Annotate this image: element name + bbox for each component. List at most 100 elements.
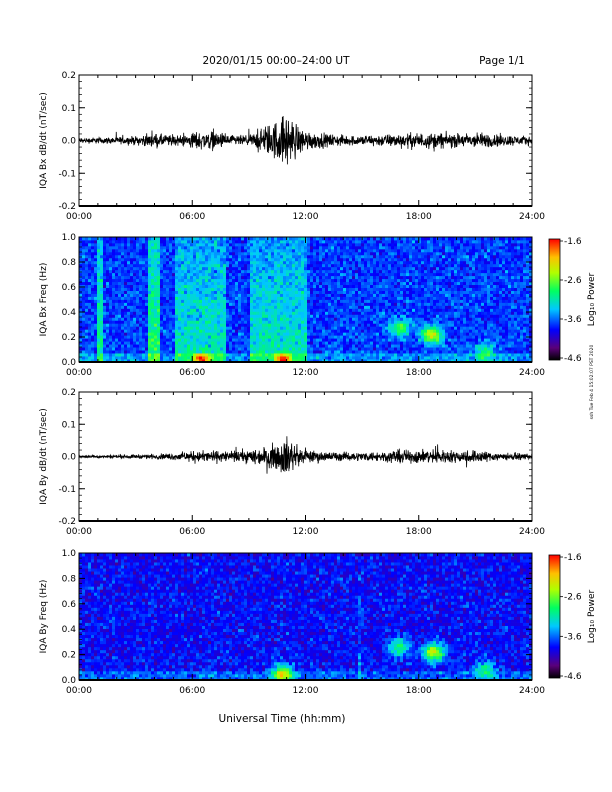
spectrogram-cell: [196, 288, 199, 291]
spectrogram-cell: [313, 326, 316, 329]
spectrogram-cell: [412, 329, 415, 332]
spectrogram-cell: [187, 305, 190, 308]
spectrogram-cell: [358, 320, 361, 323]
spectrogram-cell: [148, 261, 151, 264]
spectrogram-cell: [205, 246, 208, 249]
spectrogram-cell: [292, 294, 295, 297]
spectrogram-cell: [340, 264, 343, 267]
spectrogram-cell: [301, 294, 304, 297]
spectrogram-cell: [244, 285, 247, 288]
spectrogram-cell: [121, 320, 124, 323]
spectrogram-cell: [370, 294, 373, 297]
spectrogram-cell: [115, 329, 118, 332]
spectrogram-cell: [340, 314, 343, 317]
spectrogram-cell: [349, 282, 352, 285]
spectrogram-cell: [106, 311, 109, 314]
spectrogram-cell: [157, 255, 160, 258]
spectrogram-cell: [250, 317, 253, 320]
spectrogram-cell: [289, 347, 292, 350]
spectrogram-cell: [238, 329, 241, 332]
spectrogram-cell: [241, 317, 244, 320]
spectrogram-cell: [346, 261, 349, 264]
spectrogram-cell: [94, 246, 97, 249]
spectrogram-cell: [271, 273, 274, 276]
spectrogram-cell: [388, 258, 391, 261]
spectrogram-cell: [379, 332, 382, 335]
spectrogram-cell: [346, 267, 349, 270]
spectrogram-cell: [160, 237, 163, 240]
spectrogram-cell: [268, 270, 271, 273]
spectrogram-cell: [370, 279, 373, 282]
spectrogram-cell: [346, 320, 349, 323]
spectrogram-cell: [298, 305, 301, 308]
spectrogram-cell: [310, 311, 313, 314]
spectrogram-cell: [292, 300, 295, 303]
spectrogram-cell: [181, 329, 184, 332]
spectrogram-cell: [355, 264, 358, 267]
spectrogram-cell: [244, 273, 247, 276]
spectrogram-cell: [298, 344, 301, 347]
spectrogram-cell: [247, 291, 250, 294]
spectrogram-cell: [106, 288, 109, 291]
spectrogram-cell: [142, 305, 145, 308]
spectrogram-cell: [319, 249, 322, 252]
spectrogram-cell: [118, 320, 121, 323]
spectrogram-cell: [391, 276, 394, 279]
spectrogram-cell: [370, 350, 373, 353]
spectrogram-cell: [331, 338, 334, 341]
spectrogram-cell: [352, 282, 355, 285]
spectrogram-cell: [331, 249, 334, 252]
spectrogram-cell: [259, 288, 262, 291]
spectrogram-cell: [388, 297, 391, 300]
spectrogram-cell: [274, 240, 277, 243]
spectrogram-cell: [151, 323, 154, 326]
spectrogram-cell: [100, 326, 103, 329]
spectrogram-cell: [337, 329, 340, 332]
spectrogram-cell: [364, 291, 367, 294]
spectrogram-cell: [187, 297, 190, 300]
spectrogram-cell: [316, 255, 319, 258]
spectrogram-cell: [163, 240, 166, 243]
spectrogram-cell: [211, 323, 214, 326]
spectrogram-cell: [199, 294, 202, 297]
spectrogram-cell: [244, 317, 247, 320]
spectrogram-cell: [202, 243, 205, 246]
spectrogram-cell: [274, 347, 277, 350]
spectrogram-cell: [184, 347, 187, 350]
spectrogram-cell: [187, 326, 190, 329]
spectrogram-cell: [127, 347, 130, 350]
spectrogram-cell: [202, 276, 205, 279]
spectrogram-cell: [109, 297, 112, 300]
spectrogram-cell: [229, 344, 232, 347]
spectrogram-cell: [91, 317, 94, 320]
spectrogram-cell: [295, 308, 298, 311]
spectrogram-cell: [106, 344, 109, 347]
spectrogram-cell: [364, 353, 367, 356]
spectrogram-cell: [106, 273, 109, 276]
spectrogram-cell: [421, 264, 424, 267]
spectrogram-cell: [193, 255, 196, 258]
spectrogram-cell: [169, 356, 172, 359]
spectrogram-cell: [241, 243, 244, 246]
spectrogram-cell: [205, 279, 208, 282]
spectrogram-cell: [358, 311, 361, 314]
spectrogram-cell: [295, 332, 298, 335]
spectrogram-cell: [367, 285, 370, 288]
spectrogram-cell: [358, 243, 361, 246]
spectrogram-cell: [232, 246, 235, 249]
spectrogram-cell: [148, 270, 151, 273]
spectrogram-cell: [376, 249, 379, 252]
spectrogram-cell: [169, 252, 172, 255]
spectrogram-cell: [244, 243, 247, 246]
spectrogram-cell: [274, 270, 277, 273]
spectrogram-cell: [289, 326, 292, 329]
spectrogram-cell: [142, 291, 145, 294]
spectrogram-cell: [313, 347, 316, 350]
spectrogram-cell: [235, 347, 238, 350]
spectrogram-cell: [139, 246, 142, 249]
spectrogram-cell: [211, 252, 214, 255]
spectrogram-cell: [79, 252, 82, 255]
spectrogram-cell: [229, 258, 232, 261]
spectrogram-cell: [298, 267, 301, 270]
spectrogram-cell: [385, 285, 388, 288]
